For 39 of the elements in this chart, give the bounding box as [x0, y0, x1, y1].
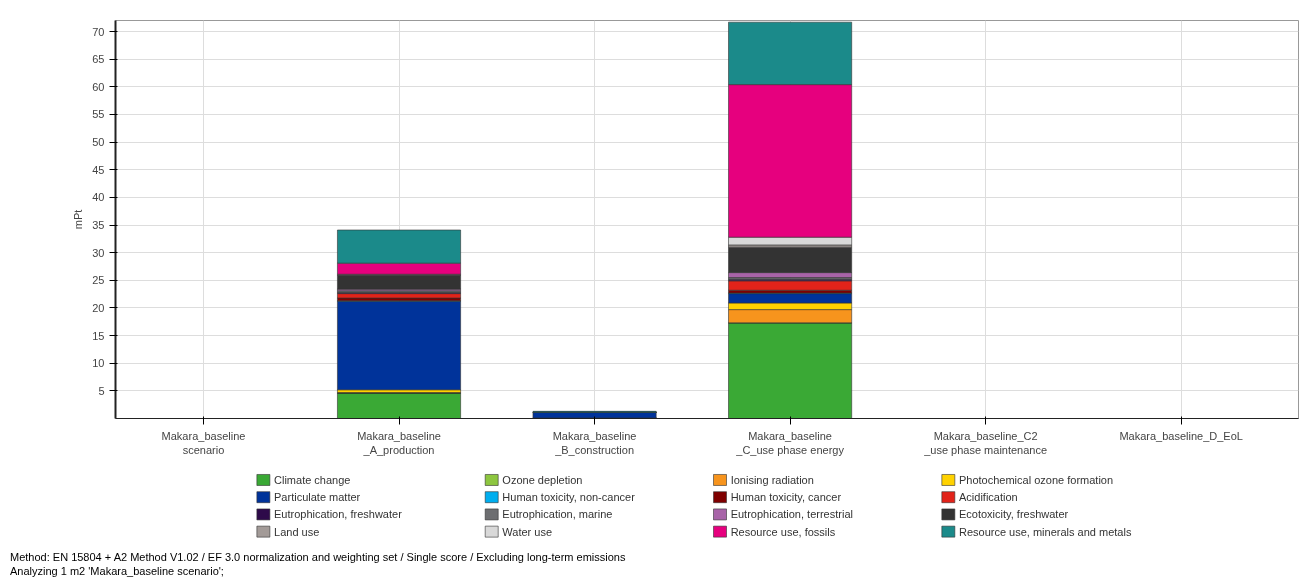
legend-label: Particulate matter — [274, 491, 361, 504]
legend-label: Ionising radiation — [730, 473, 814, 486]
y-tick-label: 65 — [92, 53, 105, 66]
legend-label: Water use — [502, 525, 553, 538]
legend-label: Resource use, minerals and metals — [958, 525, 1132, 538]
y-tick-label: 10 — [92, 357, 105, 370]
y-tick-label: 60 — [92, 80, 105, 93]
legend-label: Land use — [274, 525, 320, 538]
y-axis-title: mPt — [72, 209, 85, 230]
y-tick-label: 40 — [92, 191, 105, 204]
legend-label: Ecotoxicity, freshwater — [958, 508, 1069, 521]
legend-label: Eutrophication, terrestrial — [730, 508, 853, 521]
y-tick-label: 35 — [92, 219, 105, 232]
text: Method: EN 15804 + A2 Method V1.02 / EF 3.0 normalization and weighting set / Single score / Excluding long-term emissions — [10, 550, 626, 564]
y-tick-label: 5 — [98, 384, 105, 397]
y-tick-label: 55 — [92, 108, 105, 121]
legend-label: Photochemical ozone formation — [958, 473, 1114, 486]
legend-label: Resource use, fossils — [730, 525, 836, 538]
legend-label: Ozone depletion — [502, 473, 583, 486]
legend-label: Eutrophication, marine — [502, 508, 613, 521]
x-tick-label: Makara_baseline _B_construction — [552, 429, 637, 456]
y-tick-label: 30 — [92, 246, 105, 259]
y-tick-label: 45 — [92, 163, 105, 176]
y-tick-label: 20 — [92, 301, 105, 314]
legend-label: Eutrophication, freshwater — [274, 508, 403, 521]
y-tick-label: 50 — [92, 136, 105, 149]
x-tick-label: Makara_baseline _C_use phase energy — [735, 429, 845, 456]
x-tick-label: Makara_baseline scenario — [161, 429, 246, 456]
x-tick-label: Makara_baseline_C2 _use phase maintenance — [923, 429, 1048, 456]
y-tick-label: 25 — [92, 274, 105, 287]
legend-label: Human toxicity, non-cancer — [502, 491, 636, 504]
text: Analyzing 1 m2 'Makara_baseline scenario'; — [10, 564, 224, 578]
y-tick-label: 15 — [92, 329, 105, 342]
y-tick-label: 70 — [92, 25, 105, 38]
x-tick-label: Makara_baseline_D_EoL — [1119, 429, 1243, 442]
legend-label: Climate change — [274, 473, 351, 486]
legend-label: Acidification — [958, 491, 1018, 504]
x-tick-label: Makara_baseline _A_production — [357, 429, 441, 456]
legend-label: Human toxicity, cancer — [730, 491, 842, 504]
